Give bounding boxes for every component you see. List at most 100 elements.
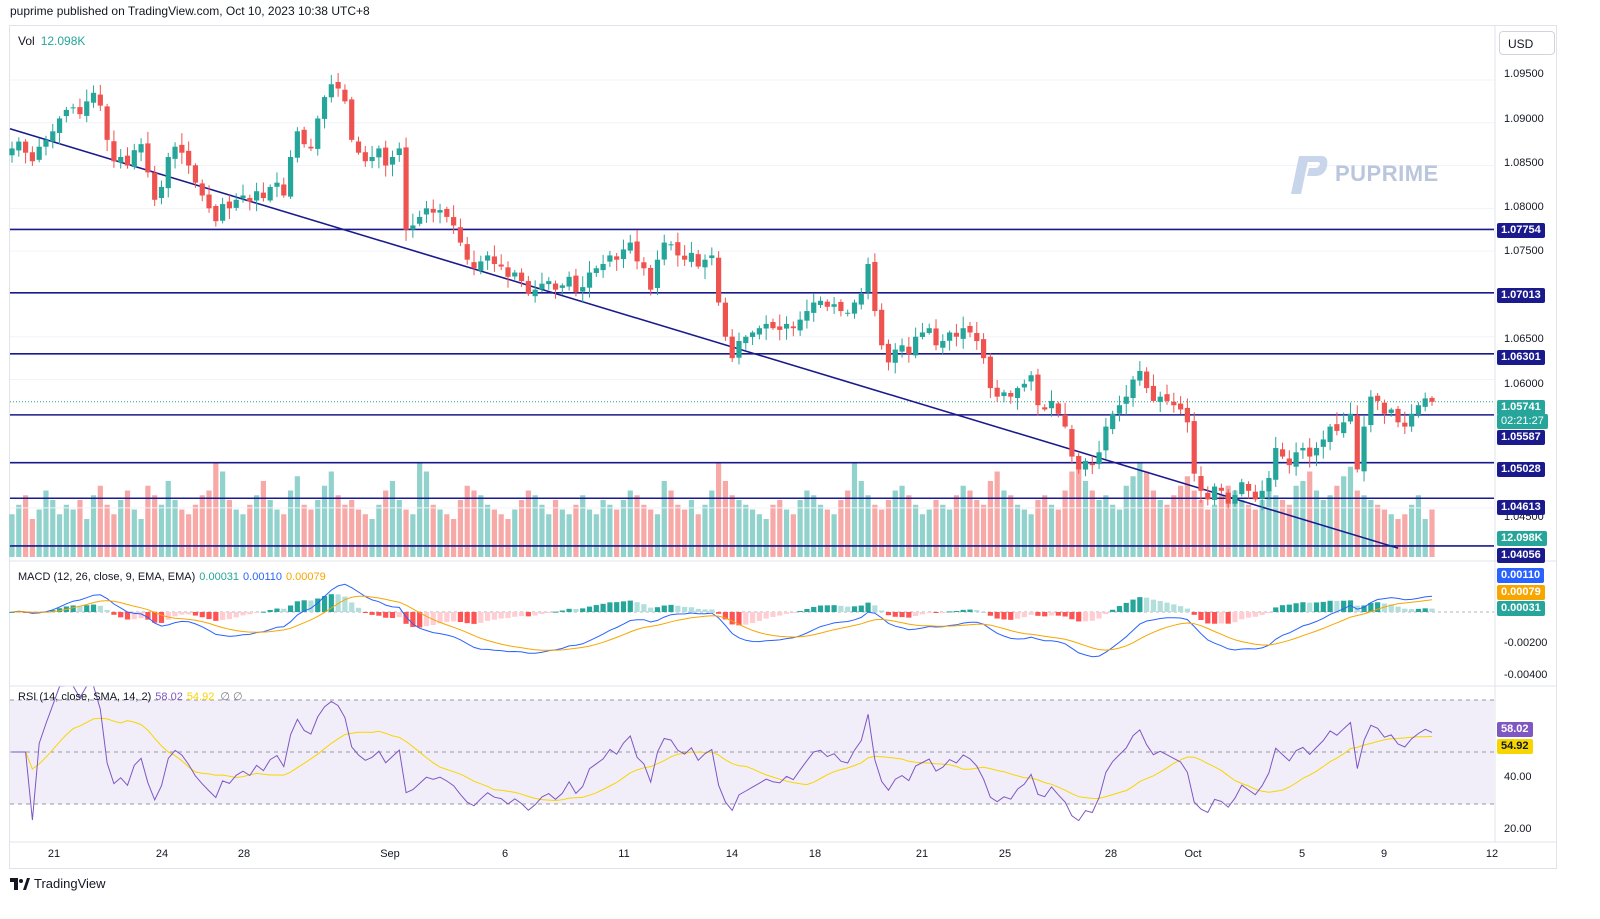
macd-hist-bar	[1334, 600, 1340, 612]
volume-bar	[315, 500, 321, 557]
macd-hist-bar	[267, 610, 273, 612]
rsi-legend[interactable]: RSI (14, close, SMA, 14, 2) 58.02 54.92 ∅ ∅	[18, 690, 243, 703]
candle	[1144, 367, 1150, 394]
candle	[729, 329, 735, 363]
candle-body	[1347, 413, 1354, 422]
volume-bar	[240, 514, 246, 557]
candle	[240, 184, 246, 203]
macd-hist-bar	[763, 612, 769, 619]
volume-bar	[668, 490, 674, 557]
macd-hist-bar	[186, 612, 192, 615]
macd-hist-bar	[369, 612, 375, 615]
candle-body	[743, 336, 749, 344]
rsi-label: RSI (14, close, SMA, 14, 2)	[18, 691, 152, 703]
macd-hist-bar	[974, 610, 980, 612]
candle-body	[376, 148, 382, 158]
volume-bar	[586, 509, 593, 557]
candle-body	[722, 302, 728, 337]
candle	[1082, 458, 1089, 477]
currency-button[interactable]: USD	[1499, 31, 1555, 55]
candle-body	[1042, 407, 1048, 410]
volume-bar	[1252, 509, 1258, 557]
volume-bar	[1429, 509, 1435, 557]
candle	[281, 177, 287, 198]
candle-body	[573, 275, 579, 293]
volume-bar	[763, 519, 769, 557]
candle-body	[593, 268, 599, 273]
candle	[539, 272, 545, 293]
candle	[953, 323, 960, 347]
candle-body	[118, 156, 124, 163]
candle-body	[1422, 398, 1428, 407]
x-tick: 12	[1485, 848, 1499, 860]
candle-body	[518, 272, 525, 282]
x-tick: 18	[808, 848, 822, 860]
candle-body	[417, 216, 423, 224]
macd-hist-bar	[1150, 599, 1157, 612]
rsi-tag: 58.02	[1497, 722, 1533, 737]
volume-bar	[464, 485, 470, 557]
macd-label: MACD (12, 26, close, 9, EMA, EMA)	[18, 571, 196, 583]
candle-body	[396, 148, 402, 156]
macd-hist-bar	[84, 605, 90, 612]
candle	[90, 85, 97, 108]
candle-body	[206, 194, 212, 209]
tradingview-logo-icon	[10, 877, 30, 890]
macd-hist-bar	[1402, 608, 1408, 612]
candle-body	[525, 281, 531, 294]
candle-body	[1089, 463, 1095, 466]
macd-hist-bar	[97, 605, 103, 612]
footer: TradingView	[10, 876, 106, 891]
volume-bar	[1286, 504, 1292, 557]
candle-body	[1157, 396, 1163, 402]
candle	[1307, 438, 1313, 468]
volume-bar	[627, 490, 633, 557]
candle-body	[1008, 392, 1014, 397]
candle	[172, 142, 178, 169]
volume-bar	[63, 504, 69, 557]
volume-bar	[1171, 495, 1177, 557]
x-tick: 21	[47, 848, 61, 860]
candle	[1042, 404, 1048, 412]
volume-bar	[749, 509, 756, 557]
price-tick: 1.06000	[1504, 378, 1544, 390]
candle	[124, 147, 131, 169]
candle-body	[729, 336, 735, 359]
volume-legend[interactable]: Vol 12.098K	[18, 34, 85, 48]
volume-bar	[512, 509, 518, 557]
macd-hist-bar	[879, 610, 885, 612]
candle-body	[838, 301, 844, 312]
volume-bar	[1334, 485, 1340, 557]
candle	[206, 185, 212, 213]
level-tag: 1.05587	[1497, 430, 1545, 445]
volume-bar	[321, 485, 328, 557]
macd-hist-bar	[756, 612, 762, 621]
candle	[919, 322, 926, 340]
x-tick: 24	[155, 848, 169, 860]
macd-hist-bar	[1123, 602, 1129, 612]
candle	[675, 232, 681, 267]
candle-body	[1395, 408, 1401, 423]
volume-bar	[484, 504, 491, 557]
candle-body	[1429, 397, 1435, 402]
volume-bar	[688, 500, 695, 557]
candle-body	[226, 201, 233, 209]
candle	[906, 336, 912, 363]
volume-bar	[980, 504, 987, 557]
macd-hist-bar	[464, 612, 470, 624]
macd-hist-bar	[1422, 608, 1428, 612]
candle	[1327, 423, 1333, 451]
candle	[1178, 396, 1184, 415]
candle-body	[614, 256, 620, 260]
candle-body	[29, 152, 35, 162]
candle-body	[240, 195, 246, 199]
candle	[1252, 484, 1258, 502]
volume-bar	[36, 509, 42, 557]
candle-body	[1286, 458, 1292, 466]
macd-legend[interactable]: MACD (12, 26, close, 9, EMA, EMA) 0.00031…	[18, 571, 326, 583]
candle	[661, 234, 667, 266]
volume-bar	[16, 504, 22, 557]
volume-bar	[926, 509, 932, 557]
candle	[179, 133, 185, 164]
